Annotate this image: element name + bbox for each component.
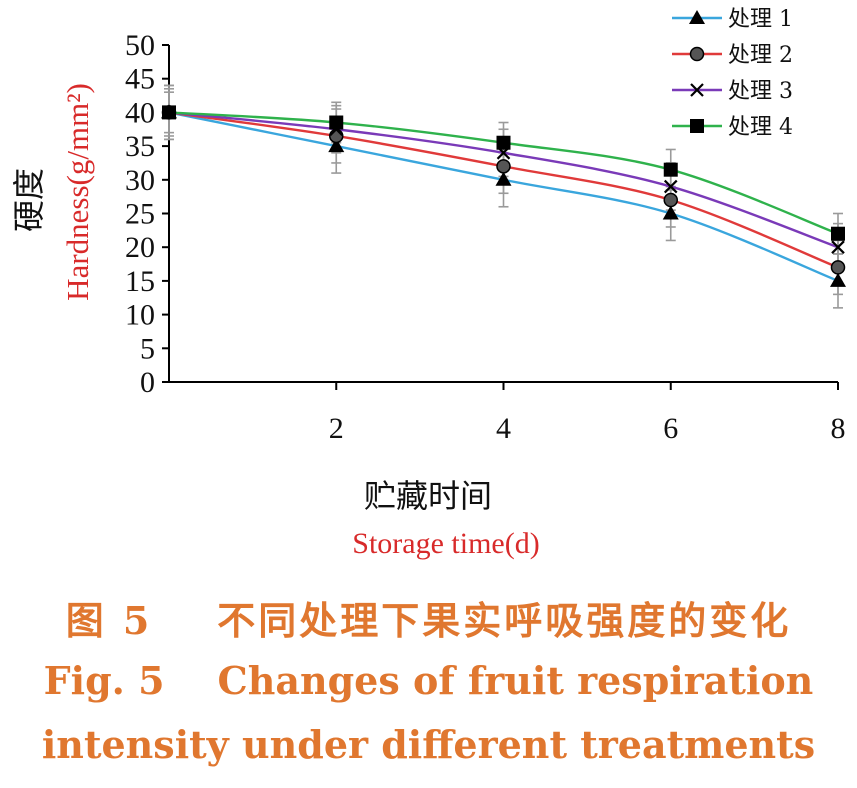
legend-marker	[689, 10, 705, 24]
y-tick-label: 0	[140, 366, 155, 399]
legend-label: 处理 1	[728, 7, 793, 32]
legend-label: 处理 4	[728, 115, 793, 140]
y-tick-label: 45	[125, 63, 155, 96]
x-tick-label: 4	[496, 412, 511, 445]
figure-caption-en-line2: intensity under different treatments	[0, 722, 857, 767]
chart-legend: 处理 1 处理 2 处理 3 处理 4	[672, 7, 793, 140]
y-tick-label: 10	[125, 299, 155, 332]
legend-label: 处理 2	[728, 43, 793, 68]
legend-marker	[689, 46, 705, 62]
figure-title-en-line2: intensity under different treatments	[41, 722, 816, 767]
legend-marker	[690, 83, 704, 97]
data-point-marker	[830, 260, 846, 275]
figure-number-zh: 图 5	[65, 598, 153, 643]
figure-title-zh: 不同处理下果实呼吸强度的变化	[217, 598, 792, 643]
y-tick-label: 30	[125, 164, 155, 197]
y-tick-label: 35	[125, 130, 155, 163]
y-tick-label: 25	[125, 198, 155, 231]
marker-stroke	[663, 179, 678, 194]
data-point-marker	[663, 179, 678, 194]
y-tick-label: 20	[125, 231, 155, 264]
data-point-marker	[830, 272, 846, 287]
y-tick-label: 15	[125, 265, 155, 298]
marker-stroke	[831, 240, 845, 254]
data-point-marker	[662, 205, 679, 220]
data-point-marker	[329, 128, 344, 144]
x-tick-label: 2	[329, 412, 344, 445]
caption-gap	[152, 598, 217, 643]
y-tick-label: 50	[125, 29, 155, 62]
y-axis-label-en: Hardness(g/mm²)	[60, 83, 95, 301]
data-point-marker	[496, 135, 511, 150]
legend-marker	[690, 119, 704, 133]
x-tick-label: 6	[663, 412, 678, 445]
y-tick-label: 5	[140, 332, 155, 365]
series-markers	[161, 104, 846, 287]
figure-number-en: Fig. 5	[43, 658, 165, 703]
x-axis-label-en: Storage time(d)	[352, 527, 539, 560]
legend-label: 处理 3	[728, 79, 793, 104]
y-axis-label-zh: 硬度	[10, 168, 48, 232]
caption-gap	[165, 658, 218, 703]
data-point-marker	[831, 240, 845, 254]
figure-caption-en-line1: Fig. 5 Changes of fruit respiration	[0, 658, 857, 703]
data-point-marker	[329, 115, 344, 130]
y-tick-label: 40	[125, 96, 155, 129]
data-point-marker	[328, 138, 345, 153]
data-point-marker	[162, 105, 176, 120]
data-point-marker	[663, 192, 678, 208]
figure-caption-zh: 图 5 不同处理下果实呼吸强度的变化	[0, 590, 857, 645]
data-point-marker	[495, 171, 512, 186]
x-tick-label: 8	[831, 412, 846, 445]
data-point-marker	[496, 159, 511, 174]
data-point-marker	[663, 162, 678, 177]
x-axis-label-zh: 贮藏时间	[364, 477, 492, 515]
marker-stroke	[690, 83, 704, 97]
data-point-marker	[831, 226, 845, 241]
figure-title-en-line1: Changes of fruit respiration	[217, 658, 814, 703]
